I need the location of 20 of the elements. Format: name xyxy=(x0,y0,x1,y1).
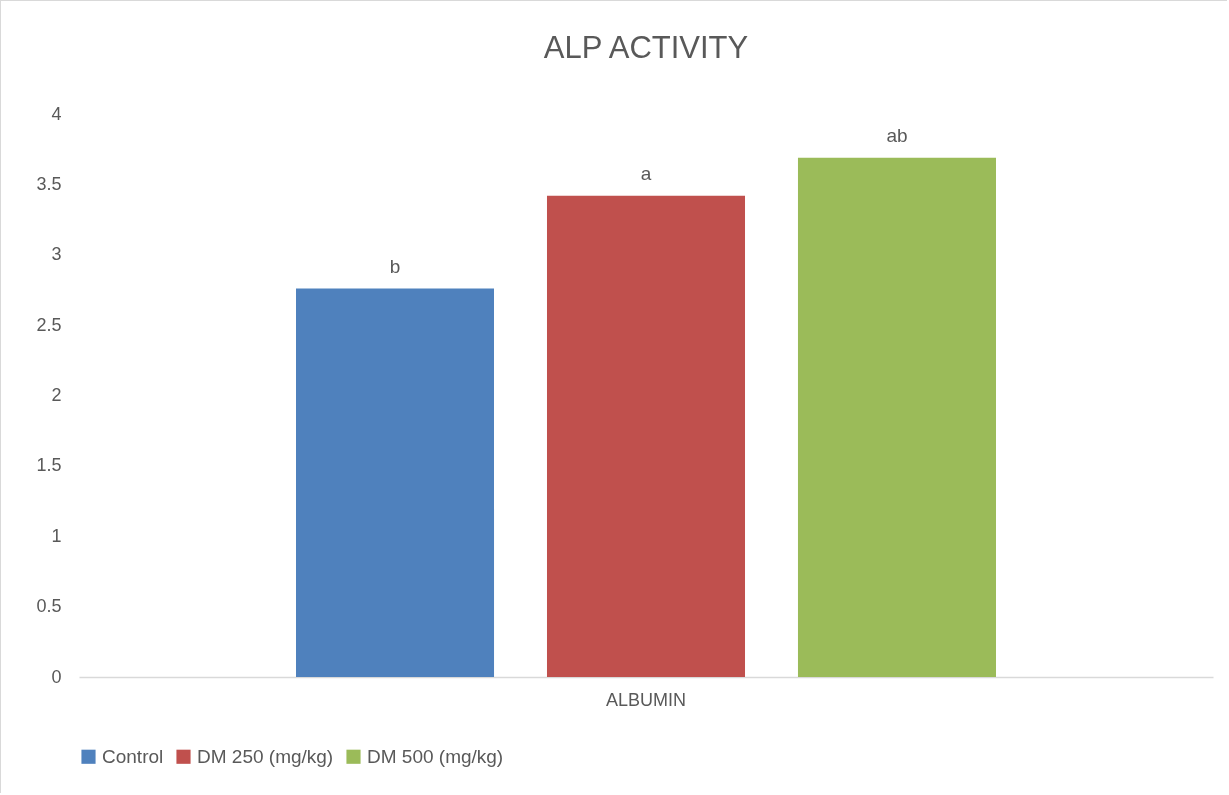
data-label: a xyxy=(640,162,652,184)
y-tick-label: 1.5 xyxy=(36,455,62,476)
legend-label: DM 500 (mg/kg) xyxy=(367,745,504,767)
y-tick-label: 3.5 xyxy=(36,173,62,194)
y-tick-label: 3 xyxy=(51,244,62,265)
y-tick-label: 2 xyxy=(51,385,62,405)
x-tick-label: ALBUMIN xyxy=(605,689,687,710)
bar xyxy=(296,288,495,677)
y-tick-label: 1 xyxy=(51,525,62,546)
legend-label: DM 250 (mg/kg) xyxy=(197,745,334,767)
y-tick-label: 0.5 xyxy=(36,596,62,617)
data-label: ab xyxy=(886,124,908,146)
chart-title: ALP ACTIVITY xyxy=(543,30,749,65)
y-tick-label: 4 xyxy=(51,103,62,124)
legend-label: Control xyxy=(102,745,164,767)
bar xyxy=(797,157,996,677)
bar xyxy=(546,195,746,677)
y-tick-label: 2.5 xyxy=(36,314,62,335)
y-tick-label: 0 xyxy=(51,666,62,687)
data-label: b xyxy=(389,255,401,277)
